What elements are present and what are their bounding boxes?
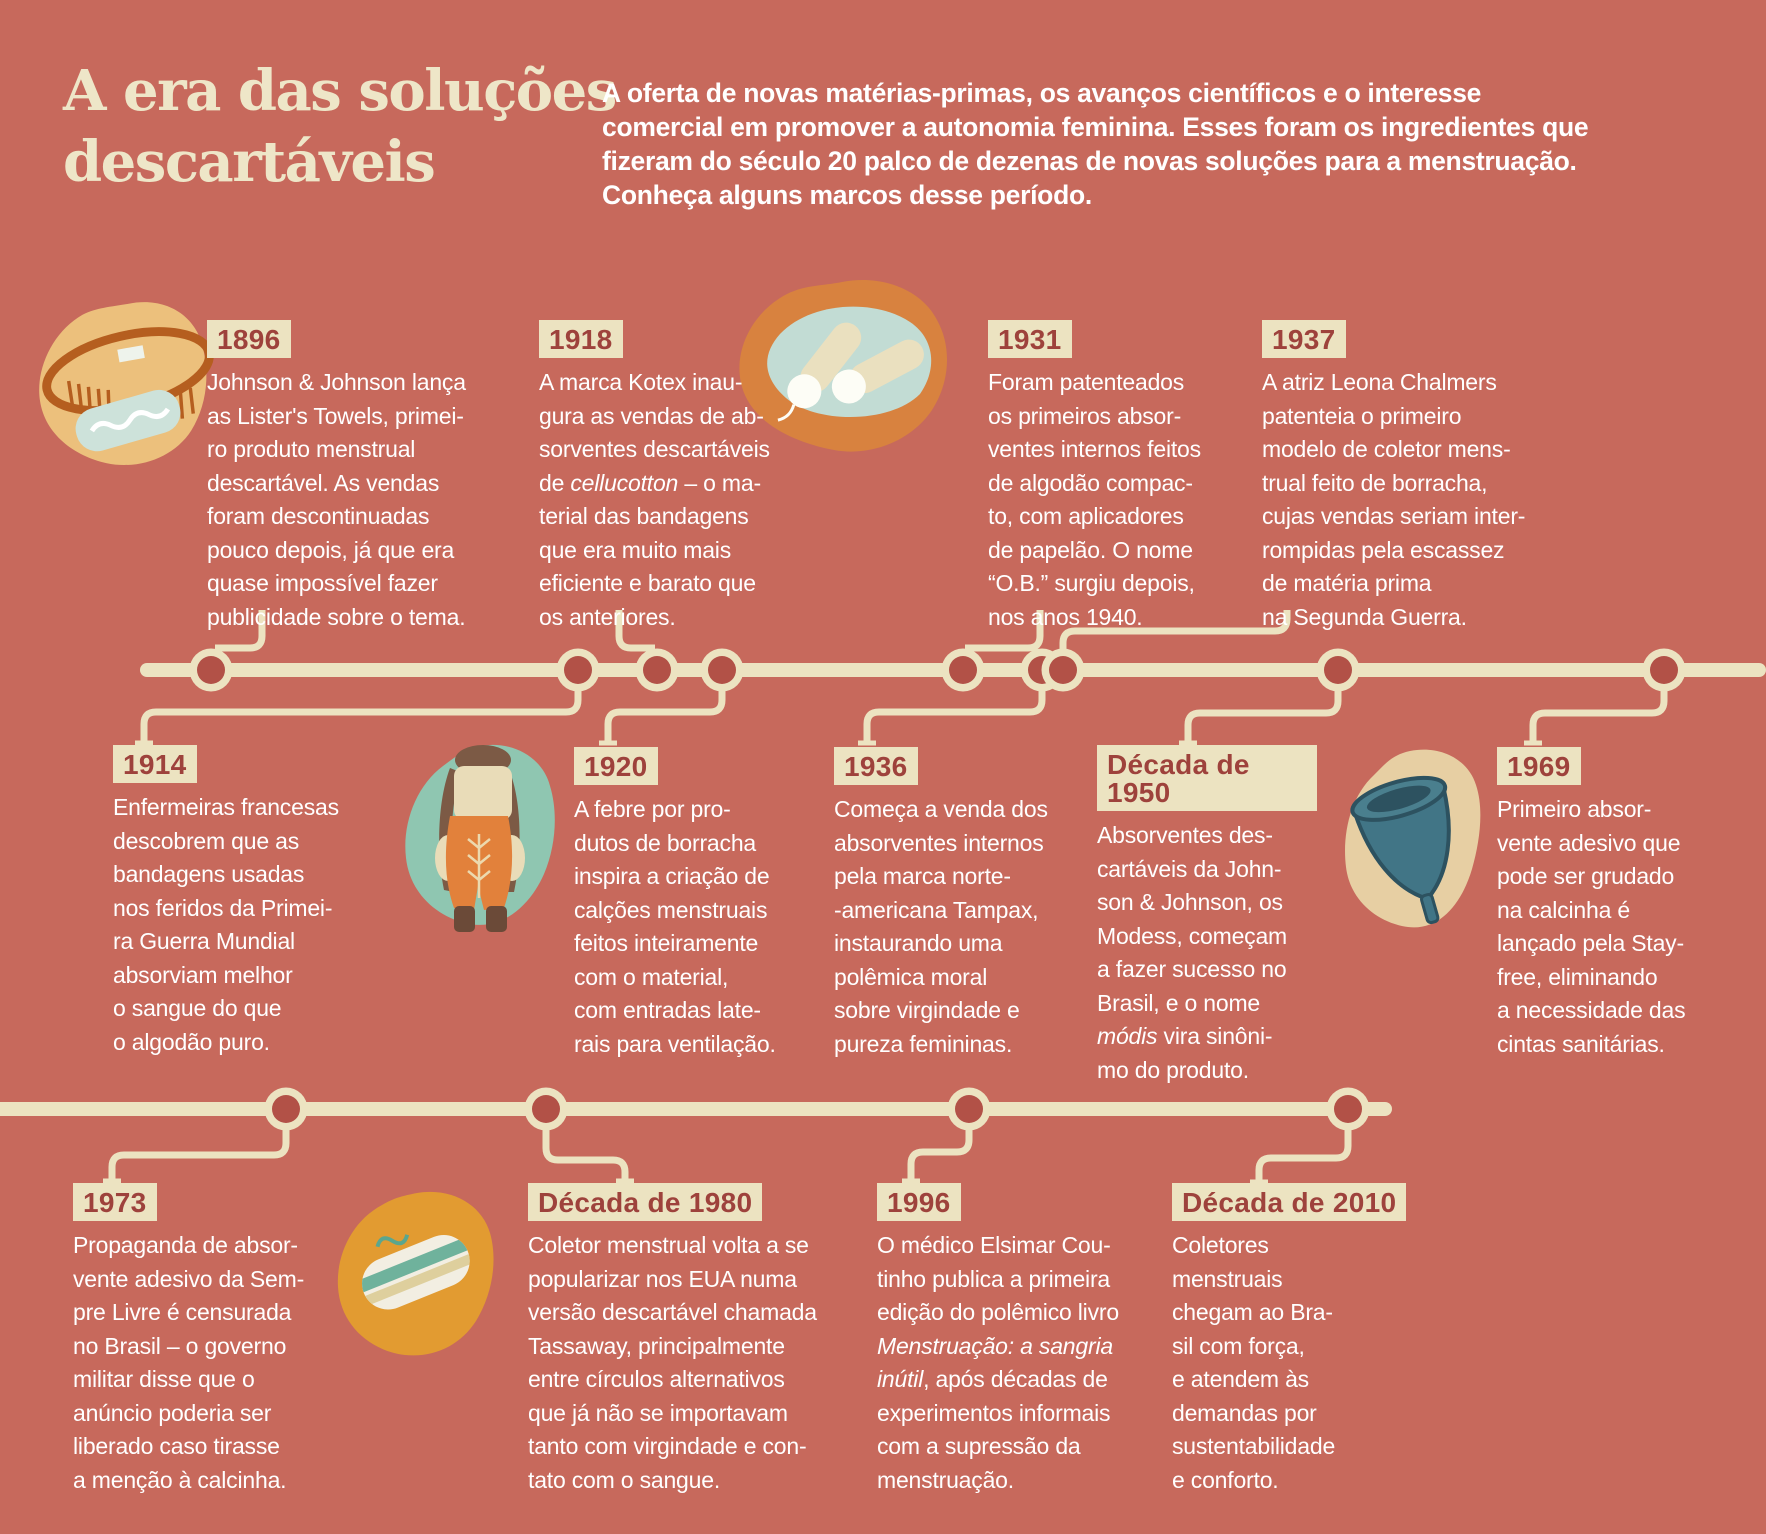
event-1936-text: Começa a venda dos absorventes internos pe…: [834, 796, 1048, 1057]
tampons-illustration: [739, 279, 948, 452]
event-1973: 1973 Propaganda de absor-vente adesivo d…: [73, 1183, 328, 1497]
event-1914-text: Enfermeiras francesas descobrem que as ban…: [113, 794, 339, 1055]
event-1896-text: Johnson & Johnson lança as Lister's Towel…: [207, 369, 466, 630]
event-1973-text: Propaganda de absor-vente adesivo da Sem…: [73, 1232, 305, 1493]
event-1920: 1920 A febre por pro-dutos de borracha in…: [574, 747, 814, 1061]
event-1931-year-badge: 1931: [988, 320, 1072, 358]
event-1931-text: Foram patenteados os primeiros absor-vent…: [988, 369, 1201, 630]
event-1996-text: O médico Elsimar Cou-tinho publica a pri…: [877, 1232, 1119, 1493]
event-decada-2010-year-badge: Década de 2010: [1172, 1183, 1407, 1221]
event-1996: 1996 O médico Elsimar Cou-tinho publica …: [877, 1183, 1127, 1497]
event-decada-2010: Década de 2010 Coletores menstruais chegam…: [1172, 1183, 1412, 1497]
event-decada-1980: Década de 1980 Coletor menstrual volta a…: [528, 1183, 818, 1497]
event-decada-1980-year-badge: Década de 1980: [528, 1183, 763, 1221]
sanitary-pad-illustration: [337, 1191, 494, 1356]
event-1920-year-badge: 1920: [574, 747, 658, 785]
event-1914-year-badge: 1914: [113, 745, 197, 783]
event-1896-year-badge: 1896: [207, 320, 291, 358]
event-1936: 1936 Começa a venda dos absorventes inter…: [834, 747, 1069, 1061]
event-decada-1950-year-badge: Década de 1950: [1097, 745, 1317, 811]
event-1936-year-badge: 1936: [834, 747, 918, 785]
event-1918-text: A marca Kotex inau-gura as vendas de ab-…: [539, 369, 770, 630]
event-1937: 1937 A atriz Leona Chalmers patenteia o p…: [1262, 320, 1526, 634]
event-1969-text: Primeiro absor-vente adesivo que pode ser…: [1497, 796, 1686, 1057]
event-decada-2010-text: Coletores menstruais chegam ao Bra-sil com…: [1172, 1232, 1336, 1493]
event-1969: 1969 Primeiro absor-vente adesivo que pod…: [1497, 747, 1717, 1061]
menstrual-bloomers-figure-illustration: [405, 744, 555, 932]
menstrual-cup-illustration: [1345, 749, 1481, 928]
event-1973-year-badge: 1973: [73, 1183, 157, 1221]
page-title: A era das soluções descartáveis: [63, 58, 617, 195]
event-decada-1950-text: Absorventes des-cartáveis da John-son & …: [1097, 822, 1288, 1083]
event-1996-year-badge: 1996: [877, 1183, 961, 1221]
intro-paragraph: A oferta de novas matérias-primas, os av…: [602, 78, 1589, 210]
event-1918: 1918 A marca Kotex inau-gura as vendas d…: [539, 320, 770, 634]
event-1896: 1896 Johnson & Johnson lança as Lister's …: [207, 320, 467, 634]
event-decada-1980-text: Coletor menstrual volta a se popularizar …: [528, 1232, 817, 1493]
event-1931: 1931 Foram patenteados os primeiros absor…: [988, 320, 1218, 634]
event-1914: 1914 Enfermeiras francesas descobrem que …: [113, 745, 363, 1059]
timeline-dots: [189, 648, 1686, 1131]
event-decada-1950: Década de 1950 Absorventes des-cartáveis…: [1097, 745, 1317, 1087]
event-1937-year-badge: 1937: [1262, 320, 1346, 358]
event-1920-text: A febre por pro-dutos de borracha inspira…: [574, 796, 776, 1057]
event-1918-year-badge: 1918: [539, 320, 623, 358]
sanitary-belt-illustration: [39, 302, 214, 466]
event-1969-year-badge: 1969: [1497, 747, 1581, 785]
timeline-bars: [0, 663, 1766, 1116]
event-1937-text: A atriz Leona Chalmers patenteia o primei…: [1262, 369, 1526, 630]
connector-lines: [103, 610, 1668, 1185]
